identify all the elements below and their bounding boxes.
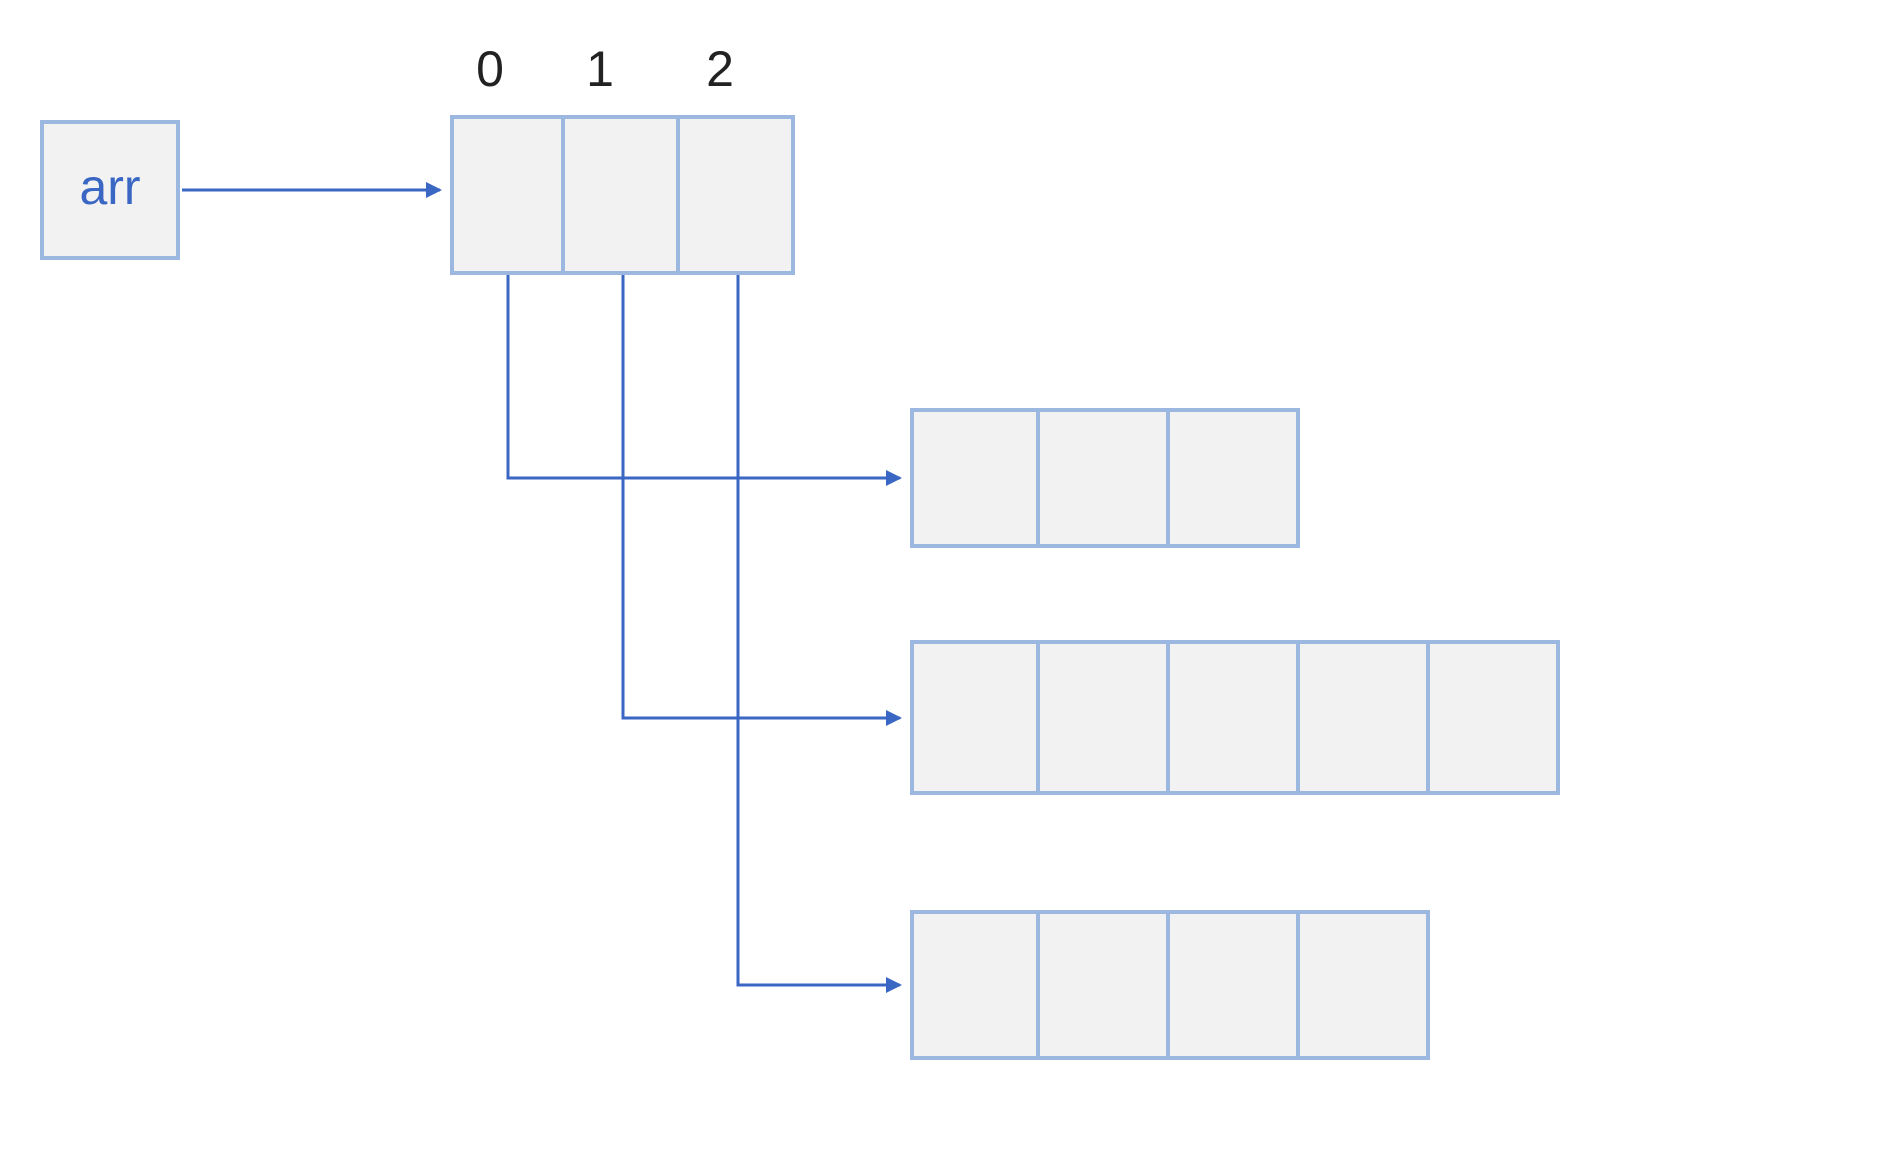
sub-array-2-cell-0 bbox=[910, 910, 1040, 1060]
sub-array-2-cell-3 bbox=[1300, 910, 1430, 1060]
sub-array-0 bbox=[910, 408, 1300, 548]
pointer-array bbox=[450, 115, 795, 275]
index-label-0: 0 bbox=[460, 40, 520, 98]
sub-array-1-cell-1 bbox=[1040, 640, 1170, 795]
arrow-1 bbox=[508, 275, 900, 478]
sub-array-0-cell-0 bbox=[910, 408, 1040, 548]
arrow-3 bbox=[738, 275, 900, 985]
sub-array-2 bbox=[910, 910, 1430, 1060]
pointer-array-cell-0 bbox=[450, 115, 565, 275]
sub-array-1-cell-2 bbox=[1170, 640, 1300, 795]
index-label-1: 1 bbox=[570, 40, 630, 98]
sub-array-1 bbox=[910, 640, 1560, 795]
sub-array-1-cell-0 bbox=[910, 640, 1040, 795]
sub-array-0-cell-1 bbox=[1040, 408, 1170, 548]
sub-array-1-cell-4 bbox=[1430, 640, 1560, 795]
sub-array-2-cell-1 bbox=[1040, 910, 1170, 1060]
arrow-2 bbox=[623, 275, 900, 718]
index-label-2: 2 bbox=[690, 40, 750, 98]
variable-box-arr: arr bbox=[40, 120, 180, 260]
diagram-canvas: arr 0 1 2 bbox=[0, 0, 1892, 1168]
sub-array-2-cell-2 bbox=[1170, 910, 1300, 1060]
pointer-array-cell-1 bbox=[565, 115, 680, 275]
variable-label-arr: arr bbox=[44, 158, 176, 216]
pointer-array-cell-2 bbox=[680, 115, 795, 275]
sub-array-1-cell-3 bbox=[1300, 640, 1430, 795]
sub-array-0-cell-2 bbox=[1170, 408, 1300, 548]
